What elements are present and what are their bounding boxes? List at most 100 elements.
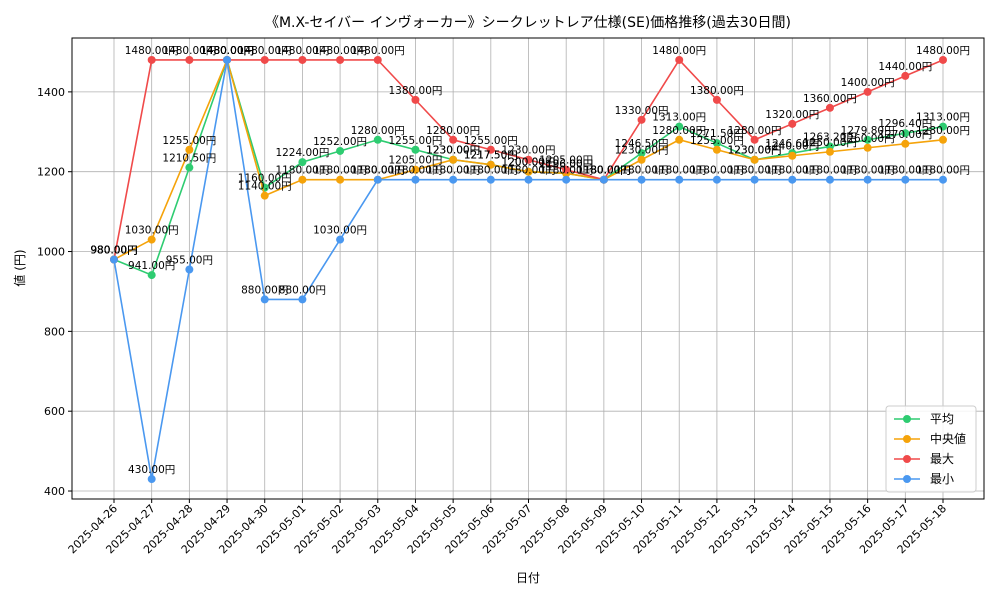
data-label: 1480.00円	[238, 45, 292, 57]
data-point	[185, 265, 194, 274]
data-label: 1246.60円	[765, 138, 819, 150]
data-point	[336, 146, 345, 155]
data-label: 1180.00円	[690, 165, 744, 177]
data-label: 1230.00円	[426, 145, 480, 157]
legend-swatch-marker	[903, 475, 911, 483]
data-point	[637, 175, 646, 184]
data-label: 980.00円	[90, 245, 137, 257]
data-point	[298, 175, 307, 184]
data-point	[562, 165, 571, 174]
data-point	[185, 145, 194, 154]
y-tick-label: 1000	[37, 246, 65, 259]
data-label: 1200.00円	[502, 157, 556, 169]
data-label: 1330.00円	[615, 105, 669, 117]
data-label: 1205.00円	[539, 155, 593, 167]
data-point	[411, 145, 420, 154]
data-label: 1480.00円	[652, 45, 706, 57]
data-point	[637, 115, 646, 124]
plot-frame	[71, 37, 985, 500]
data-label: 1180.00円	[615, 165, 669, 177]
data-label: 880.00円	[241, 284, 288, 296]
data-label: 1255.00円	[162, 135, 216, 147]
data-point	[675, 175, 684, 184]
data-label: 1480.00円	[275, 45, 329, 57]
data-point	[486, 145, 495, 154]
data-point	[449, 175, 458, 184]
data-label: 955.00円	[166, 254, 213, 266]
legend-label: 中央値	[930, 431, 966, 446]
data-point	[825, 103, 834, 112]
data-label: 1200.00円	[502, 157, 556, 169]
x-axis: 2025-04-262025-04-272025-04-282025-04-29…	[66, 499, 949, 556]
data-label: 1252.00円	[313, 136, 367, 148]
data-point	[185, 55, 194, 64]
data-point	[939, 122, 947, 131]
legend-label: 最大	[930, 452, 954, 466]
y-axis-label: 値 (円)	[12, 249, 27, 286]
data-label: 1224.00円	[275, 147, 329, 159]
legend-swatch-marker	[903, 415, 911, 423]
legend-swatch-marker	[903, 455, 911, 463]
legend-label: 平均	[930, 412, 954, 426]
data-label: 1180.00円	[351, 165, 405, 177]
y-tick-label: 800	[44, 325, 65, 338]
data-label: 1480.00円	[200, 45, 254, 57]
data-label: 1180.00円	[841, 165, 895, 177]
data-point	[788, 151, 797, 160]
legend-swatch-marker	[903, 435, 911, 443]
data-point	[939, 135, 947, 144]
data-label: 1280.00円	[351, 125, 405, 137]
data-point	[637, 155, 646, 164]
data-point	[336, 175, 345, 184]
data-point	[524, 167, 533, 176]
data-label: 1480.00円	[200, 45, 254, 57]
data-point	[675, 122, 684, 131]
data-label: 980.00円	[90, 245, 137, 257]
data-label: 1180.00円	[803, 165, 857, 177]
data-label: 1180.00円	[351, 165, 405, 177]
data-point	[147, 475, 156, 484]
data-label: 1180.00円	[577, 165, 631, 177]
y-axis: 400 600 800 1000 1200 1400	[37, 86, 72, 498]
data-point	[825, 147, 834, 156]
y-tick-label: 1400	[37, 86, 65, 99]
data-label: 1320.00円	[765, 109, 819, 121]
data-point	[336, 55, 345, 64]
data-point	[524, 175, 533, 184]
data-point	[147, 235, 156, 244]
data-point	[637, 149, 646, 158]
data-label: 1180.00円	[878, 165, 932, 177]
data-label: 1279.80円	[841, 125, 895, 137]
data-point	[863, 135, 872, 144]
y-tick-label: 1200	[37, 166, 65, 179]
data-label: 1180.00円	[577, 165, 631, 177]
data-point	[712, 139, 721, 148]
data-label: 1480.00円	[200, 45, 254, 57]
data-point	[373, 55, 382, 64]
data-label: 1196.00円	[539, 158, 593, 170]
data-point	[901, 129, 910, 138]
grid	[72, 38, 984, 499]
data-point	[712, 175, 721, 184]
data-point	[411, 95, 420, 104]
data-point	[449, 135, 458, 144]
data-point	[939, 175, 947, 184]
data-label: 1230.00円	[426, 145, 480, 157]
data-label: 1270.00円	[878, 129, 932, 141]
data-point	[524, 155, 533, 164]
data-point	[788, 175, 797, 184]
data-label: 1280.00円	[728, 125, 782, 137]
data-label: 1180.00円	[502, 165, 556, 177]
data-label: 1180.00円	[577, 165, 631, 177]
data-label: 1180.00円	[464, 165, 518, 177]
data-label: 1180.00円	[916, 165, 970, 177]
data-point	[298, 158, 307, 167]
data-label: 1255.00円	[464, 135, 518, 147]
data-label: 1296.40円	[878, 118, 932, 130]
data-label: 1217.50円	[464, 150, 518, 162]
chart-title: 《M.X-セイバー インヴォーカー》シークレットレア仕様(SE)価格推移(過去3…	[265, 14, 791, 31]
data-label: 1260.00円	[841, 133, 895, 145]
data-label: 1180.00円	[577, 165, 631, 177]
data-point	[185, 163, 194, 172]
data-point	[863, 175, 872, 184]
